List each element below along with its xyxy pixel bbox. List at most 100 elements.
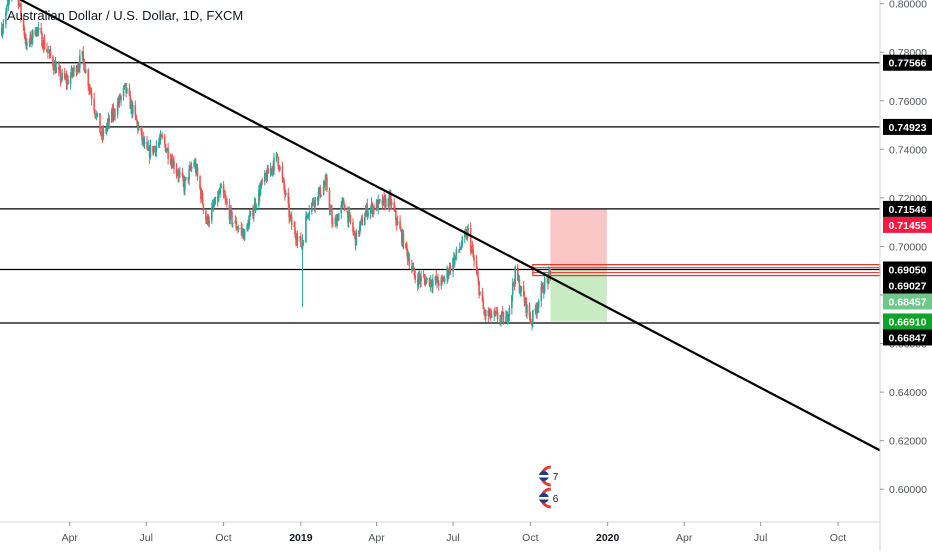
candle-down bbox=[430, 279, 432, 285]
candle-up bbox=[147, 146, 150, 151]
candle-up bbox=[336, 217, 338, 227]
candle-up bbox=[324, 178, 327, 186]
candle-down bbox=[24, 35, 27, 41]
candle-down bbox=[282, 178, 285, 181]
candle-up bbox=[84, 69, 87, 73]
candle-up bbox=[526, 304, 528, 313]
candle-up bbox=[47, 52, 50, 54]
candle-up bbox=[60, 78, 63, 81]
price-label-text: 0.71455 bbox=[889, 220, 927, 232]
candle-down bbox=[395, 220, 398, 225]
candle-up bbox=[305, 215, 308, 217]
candle-down bbox=[58, 69, 61, 71]
candle-down bbox=[254, 202, 257, 208]
candle-down bbox=[523, 296, 526, 304]
candle-down bbox=[142, 137, 145, 145]
candle-down bbox=[241, 229, 243, 233]
candle-up bbox=[520, 285, 522, 292]
candle-up bbox=[536, 307, 538, 313]
candle-up bbox=[142, 137, 144, 141]
time-tick-label: Oct bbox=[830, 532, 846, 544]
candle-up bbox=[155, 145, 158, 153]
candle-down bbox=[525, 298, 527, 313]
candle-down bbox=[331, 211, 333, 224]
candle-up bbox=[425, 279, 427, 285]
candle-down bbox=[129, 95, 132, 109]
candle-down bbox=[408, 258, 411, 266]
candle-up bbox=[440, 277, 443, 286]
candle-up bbox=[106, 122, 109, 127]
candle-up bbox=[461, 236, 464, 246]
price-label-dark: 0.74923 bbox=[883, 118, 932, 135]
candle-down bbox=[435, 276, 438, 282]
events-layer[interactable]: 76 bbox=[538, 465, 559, 509]
candle-up bbox=[372, 206, 374, 214]
candle-up bbox=[31, 29, 34, 40]
trendline-layer[interactable] bbox=[14, 0, 881, 452]
candle-down bbox=[99, 113, 101, 133]
candle-down bbox=[258, 189, 261, 196]
candle-up bbox=[506, 314, 508, 317]
candle-up bbox=[66, 79, 69, 84]
candle-up bbox=[232, 223, 234, 225]
candle-down bbox=[176, 173, 179, 175]
candle-down bbox=[276, 153, 279, 158]
candle-up bbox=[488, 313, 490, 316]
price-label-box bbox=[883, 261, 932, 278]
candle-up bbox=[130, 102, 132, 109]
time-axis[interactable]: Apr Jul Oct 2019 Apr Jul Oct 2020 Apr Jul Oct bbox=[0, 521, 880, 544]
candle-down bbox=[240, 228, 243, 230]
candle-up bbox=[29, 34, 32, 42]
candle-up bbox=[131, 105, 134, 114]
candle-up bbox=[42, 40, 45, 49]
candle-up bbox=[217, 193, 220, 201]
candle-up bbox=[112, 109, 115, 117]
price-label-text: 0.77566 bbox=[889, 58, 927, 70]
candle-down bbox=[147, 148, 149, 151]
price-tick-label: 0.74000 bbox=[889, 144, 927, 156]
candle-up bbox=[6, 4, 9, 6]
candle-up bbox=[172, 160, 174, 168]
candle-down bbox=[264, 173, 267, 176]
candle-up bbox=[273, 157, 275, 171]
candle-down bbox=[406, 250, 409, 260]
candle-up bbox=[307, 214, 310, 216]
event-marker[interactable]: 7 bbox=[538, 465, 559, 487]
candle-down bbox=[328, 190, 331, 210]
candle-up bbox=[355, 230, 358, 246]
flag-icon-stripe bbox=[538, 497, 549, 500]
candle-up bbox=[247, 220, 250, 230]
candle-down bbox=[160, 135, 163, 137]
candle-up bbox=[470, 247, 473, 251]
event-count: 7 bbox=[553, 472, 559, 483]
candle-down bbox=[499, 319, 501, 321]
candle-down bbox=[494, 311, 496, 313]
price-label-box bbox=[883, 277, 932, 294]
candle-up bbox=[443, 277, 446, 282]
candle-up bbox=[219, 188, 222, 194]
candle-down bbox=[135, 115, 137, 121]
candle-up bbox=[76, 69, 79, 73]
candle-down bbox=[152, 145, 154, 153]
candle-up bbox=[311, 200, 314, 204]
candle-down bbox=[242, 230, 245, 240]
candle-up bbox=[184, 177, 187, 180]
candle-up bbox=[237, 228, 240, 230]
price-label-text: 0.66910 bbox=[889, 316, 927, 328]
candle-up bbox=[489, 309, 491, 314]
candle-down bbox=[224, 197, 227, 200]
candle-down bbox=[300, 246, 303, 248]
candle-down bbox=[290, 216, 293, 225]
candle-down bbox=[458, 249, 460, 251]
candle-down bbox=[94, 110, 96, 115]
candle-down bbox=[226, 201, 228, 205]
price-tick-label: 0.70000 bbox=[889, 241, 927, 253]
candle-down bbox=[473, 256, 475, 262]
event-marker[interactable]: 6 bbox=[538, 487, 559, 509]
candle-up bbox=[122, 87, 125, 97]
candle-down bbox=[490, 309, 492, 318]
candle-up bbox=[5, 5, 8, 13]
candle-up bbox=[195, 167, 198, 173]
